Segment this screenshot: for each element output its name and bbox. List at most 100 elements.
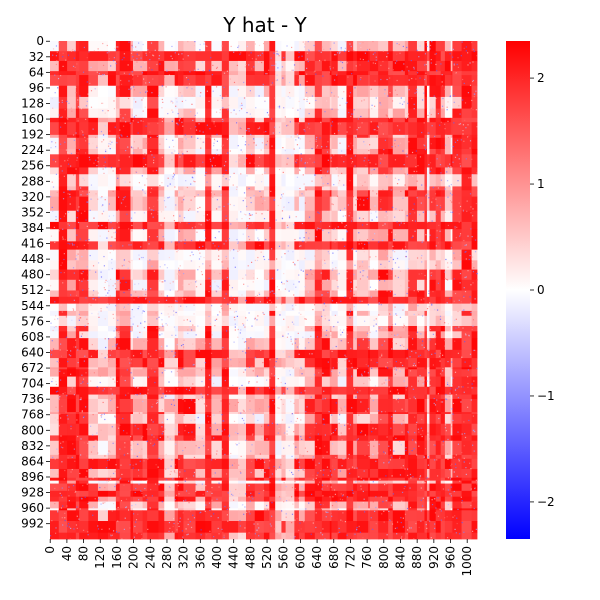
heatmap-cell: [164, 303, 176, 312]
heatmap-cell: [452, 454, 462, 460]
heatmap-cell: [440, 414, 446, 425]
heatmap-cell: [281, 394, 286, 400]
heatmap-cell: [269, 186, 276, 191]
heatmap-cell: [132, 398, 143, 413]
heatmap-speck: [142, 228, 145, 230]
heatmap-speck: [273, 366, 276, 368]
heatmap-cell: [269, 454, 276, 460]
heatmap-cell: [321, 279, 331, 291]
heatmap-cell: [285, 108, 295, 119]
heatmap-cell: [183, 367, 196, 370]
heatmap-cell: [356, 96, 369, 109]
heatmap-cell: [435, 412, 442, 415]
heatmap-speck: [135, 521, 137, 523]
heatmap-cell: [461, 186, 472, 191]
heatmap-cell: [245, 454, 256, 460]
heatmap-cell: [75, 490, 80, 498]
heatmap-cell: [221, 414, 230, 425]
heatmap-cell: [263, 196, 270, 212]
heatmap-cell: [304, 338, 316, 351]
heatmap-cell: [353, 51, 358, 62]
heatmap-speck: [329, 66, 331, 68]
heatmap-cell: [356, 174, 369, 187]
heatmap-cell: [346, 376, 354, 388]
heatmap-speck: [246, 175, 248, 177]
heatmap-cell: [329, 75, 332, 87]
heatmap-cell: [408, 414, 418, 425]
heatmap-speck: [159, 63, 161, 65]
heatmap-cell: [444, 269, 452, 281]
heatmap-cell: [97, 440, 109, 456]
heatmap-speck: [343, 396, 345, 398]
heatmap-speck: [187, 518, 189, 520]
heatmap-cell: [281, 174, 286, 187]
heatmap-cell: [228, 521, 239, 534]
heatmap-cell: [115, 414, 121, 425]
heatmap-cell: [314, 51, 323, 62]
heatmap-speck: [325, 511, 327, 513]
heatmap-cell: [58, 290, 68, 298]
heatmap-cell: [115, 196, 121, 212]
heatmap-cell: [115, 122, 121, 136]
heatmap-speck: [137, 443, 139, 445]
heatmap-cell: [269, 148, 276, 155]
heatmap-speck: [133, 299, 135, 301]
heatmap-cell: [388, 310, 394, 317]
heatmap-cell: [444, 325, 452, 332]
heatmap-cell: [416, 134, 425, 139]
heatmap-speck: [346, 333, 349, 335]
heatmap-cell: [471, 154, 478, 168]
heatmap-cell: [331, 435, 339, 442]
heatmap-speck: [127, 357, 129, 359]
heatmap-cell: [245, 508, 256, 511]
heatmap-speck: [391, 324, 394, 326]
heatmap-speck: [293, 263, 296, 265]
heatmap-cell: [79, 96, 89, 109]
heatmap-speck: [128, 80, 130, 82]
heatmap-cell: [329, 117, 332, 123]
heatmap-cell: [142, 386, 148, 395]
heatmap-cell: [142, 490, 148, 498]
heatmap-cell: [378, 310, 389, 317]
heatmap-cell: [452, 477, 462, 482]
heatmap-cell: [50, 296, 60, 305]
heatmap-cell: [195, 303, 206, 312]
heatmap-cell: [440, 196, 446, 212]
heatmap-cell: [75, 174, 80, 187]
heatmap-cell: [97, 367, 109, 370]
heatmap-speck: [271, 145, 273, 147]
heatmap-cell: [404, 435, 409, 442]
heatmap-cell: [426, 532, 430, 540]
heatmap-cell: [329, 369, 332, 377]
heatmap-cell: [178, 501, 184, 509]
heatmap-cell: [88, 241, 99, 251]
heatmap-cell: [97, 510, 109, 522]
heatmap-cell: [424, 108, 428, 119]
heatmap-speck: [205, 45, 207, 47]
heatmap-cell: [404, 190, 409, 198]
heatmap-cell: [195, 221, 206, 230]
heatmap-cell: [440, 435, 446, 442]
heatmap-cell: [79, 221, 89, 230]
heatmap-cell: [426, 435, 430, 442]
heatmap-speck: [364, 371, 366, 373]
heatmap-cell: [356, 532, 369, 540]
heatmap-cell: [388, 480, 394, 484]
heatmap-cell: [50, 423, 60, 436]
heatmap-cell: [337, 367, 347, 370]
heatmap-speck: [182, 343, 184, 346]
heatmap-cell: [158, 51, 165, 62]
heatmap-speck: [270, 57, 272, 59]
heatmap-cell: [281, 369, 286, 377]
heatmap-speck: [124, 181, 126, 183]
heatmap-cell: [183, 376, 196, 388]
heatmap-cell: [221, 338, 230, 351]
heatmap-cell: [369, 483, 379, 492]
heatmap-speck: [69, 243, 71, 245]
heatmap-cell: [294, 369, 300, 377]
heatmap-speck: [456, 139, 459, 141]
heatmap-speck: [378, 276, 380, 278]
heatmap-cell: [426, 477, 430, 482]
heatmap-cell: [408, 190, 418, 198]
heatmap-cell: [461, 496, 472, 502]
